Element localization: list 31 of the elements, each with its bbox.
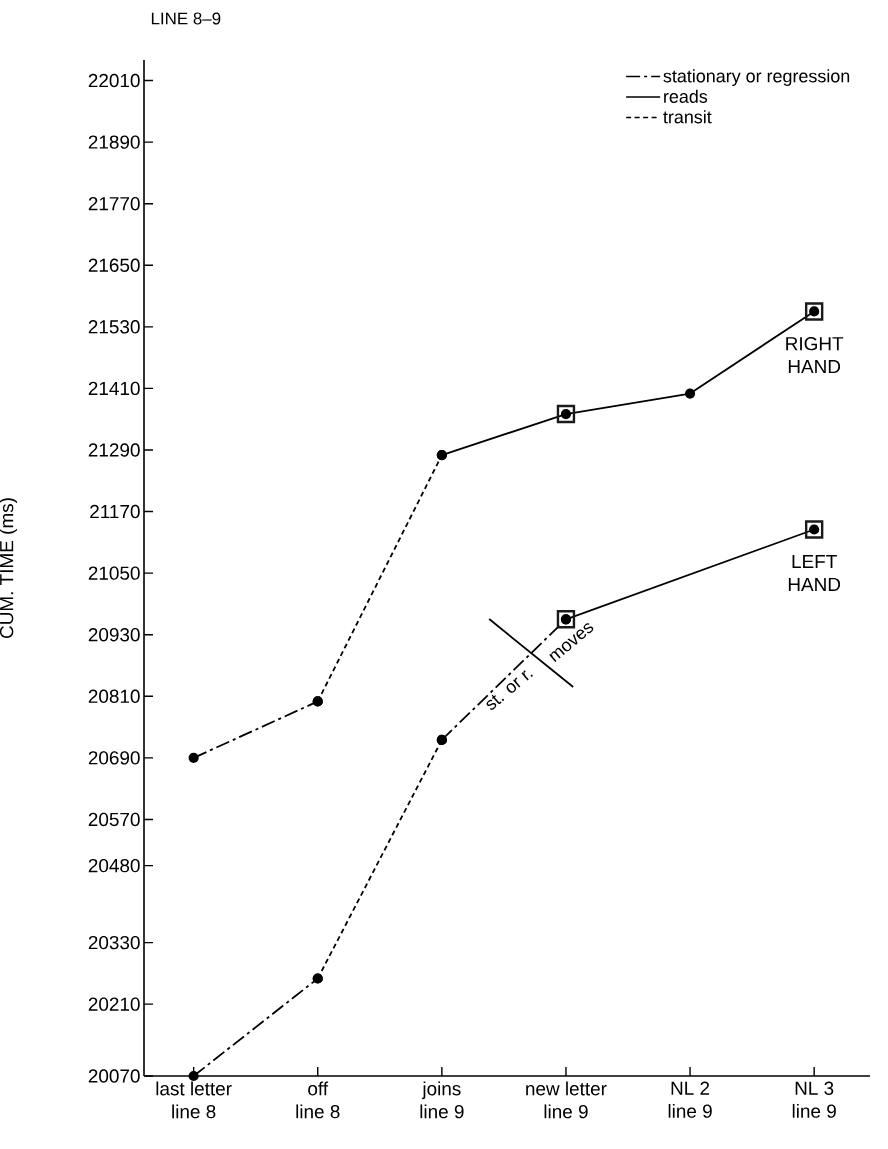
legend-label: stationary or regression [663, 69, 850, 86]
y-tick-label: 20330 [88, 935, 140, 950]
y-tick-label: 20480 [88, 858, 140, 873]
y-tick-label: 20810 [88, 689, 140, 703]
y-tick-label: 21530 [88, 320, 140, 334]
x-tick-label: NL 3 line 9 [792, 1081, 836, 1118]
y-tick-label: 21050 [88, 566, 140, 580]
x-tick-label: joins line 9 [420, 1081, 464, 1119]
annotation: RIGHT HAND [786, 336, 844, 374]
y-tick-label: 20570 [88, 812, 140, 827]
y-tick-label: 20210 [88, 997, 140, 1011]
y-axis-title: CUM. TIME (ms) [0, 498, 18, 639]
y-tick-label: 21170 [90, 504, 140, 519]
legend-label: transit [663, 110, 712, 124]
y-tick-label: 21890 [88, 135, 140, 149]
annotation: LEFT HAND [788, 555, 841, 591]
x-tick-label: new letter line 9 [526, 1081, 607, 1119]
y-tick-label: 20930 [88, 628, 140, 642]
x-tick-label: NL 2 line 9 [668, 1081, 712, 1118]
y-tick-label: 22010 [88, 73, 140, 88]
annotation: st. or r. [486, 670, 533, 710]
y-tick-label: 21290 [88, 443, 140, 457]
y-tick-label: 21650 [88, 258, 140, 272]
legend-label: reads [664, 89, 708, 103]
y-tick-label: 21770 [88, 196, 140, 211]
x-tick-label: last letter line 8 [156, 1081, 232, 1119]
y-tick-label: 20690 [88, 751, 140, 765]
y-tick-label: 20070 [88, 1069, 140, 1083]
x-tick-label: off line 8 [296, 1081, 340, 1119]
chart-title: LINE 8–9 [151, 12, 221, 25]
y-tick-label: 21410 [88, 381, 140, 396]
